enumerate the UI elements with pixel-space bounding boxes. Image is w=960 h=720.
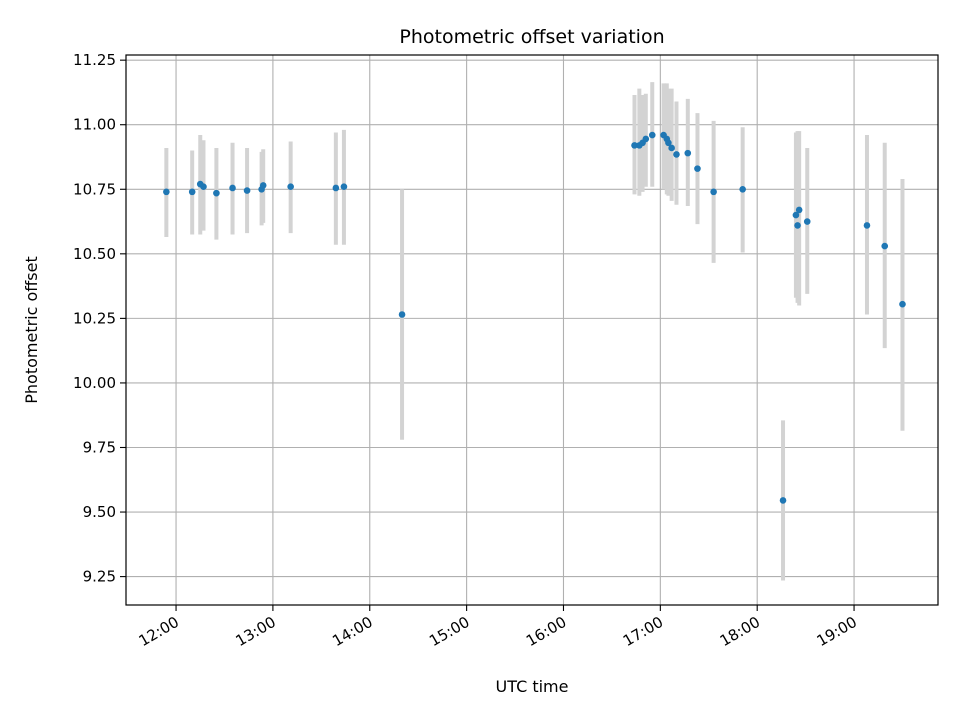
- y-tick-label: 11.00: [73, 116, 116, 134]
- data-point: [710, 188, 717, 196]
- data-point: [340, 183, 348, 190]
- data-point: [163, 188, 170, 196]
- data-point: [229, 184, 236, 192]
- data-point: [200, 183, 207, 190]
- data-point: [794, 222, 801, 229]
- y-tick-label: 10.50: [73, 245, 116, 263]
- data-point: [398, 311, 406, 318]
- data-point: [243, 187, 251, 194]
- data-point: [631, 142, 638, 149]
- data-point: [332, 184, 340, 192]
- data-point: [881, 242, 889, 250]
- data-point: [899, 300, 906, 308]
- data-point: [673, 151, 680, 158]
- plot-area-frame: [125, 54, 939, 606]
- data-point: [668, 144, 675, 152]
- y-tick-label: 9.75: [83, 438, 116, 456]
- data-point: [213, 189, 220, 197]
- data-point: [739, 185, 746, 193]
- y-tick-label: 9.25: [83, 568, 116, 586]
- y-tick-label: 10.75: [73, 180, 116, 198]
- chart-title: Photometric offset variation: [399, 26, 664, 48]
- y-tick-label: 10.00: [73, 374, 116, 392]
- x-axis-title: UTC time: [496, 677, 569, 696]
- y-tick-label: 10.25: [73, 309, 116, 327]
- data-point: [694, 165, 701, 172]
- data-point: [648, 131, 656, 139]
- data-point: [792, 211, 800, 219]
- data-point: [863, 222, 871, 229]
- data-point: [795, 206, 803, 214]
- y-axis-title: Photometric offset: [22, 256, 41, 404]
- data-point: [188, 188, 196, 196]
- y-tick-label: 9.50: [83, 503, 116, 521]
- data-point: [684, 149, 692, 157]
- data-point: [287, 183, 294, 190]
- data-point: [259, 182, 267, 189]
- grid: [126, 55, 938, 605]
- y-tick-label: 11.25: [73, 51, 116, 69]
- data-point: [803, 218, 811, 225]
- data-point: [665, 139, 672, 147]
- data-points: [163, 131, 906, 504]
- data-point: [779, 497, 787, 504]
- data-point: [642, 135, 650, 143]
